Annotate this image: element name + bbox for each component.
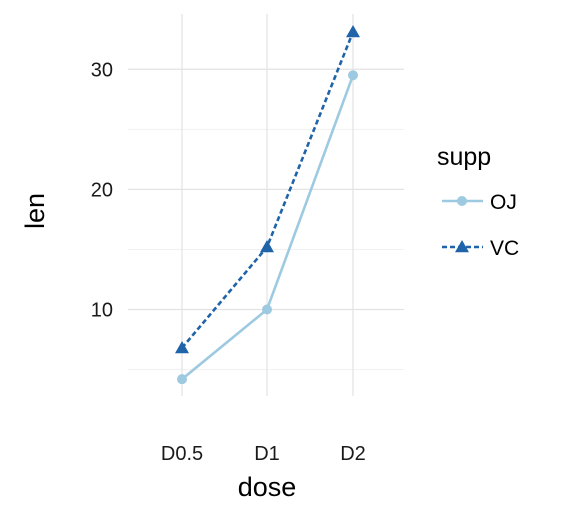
legend: supp OJ VC	[437, 143, 519, 260]
data-point-vc	[175, 340, 189, 354]
data-point-vc	[260, 240, 274, 253]
x-tick-label: D1	[254, 443, 280, 465]
series-markers	[175, 25, 360, 385]
y-tick-label: 30	[91, 59, 113, 81]
data-point-oj	[262, 304, 272, 315]
legend-label-oj: OJ	[490, 191, 517, 214]
legend-label-vc: VC	[490, 237, 519, 260]
data-point-vc	[346, 25, 360, 38]
y-axis-title: len	[20, 193, 50, 229]
x-tick-label: D2	[340, 443, 366, 465]
legend-marker-oj	[457, 196, 467, 206]
gridlines	[128, 14, 404, 396]
y-axis-tick-labels: 10 20 30	[91, 59, 113, 321]
y-tick-label: 20	[91, 179, 113, 201]
data-point-oj	[348, 70, 358, 81]
y-tick-label: 10	[91, 300, 113, 322]
data-point-oj	[177, 374, 187, 385]
x-axis-tick-labels: D0.5 D1 D2	[161, 443, 366, 465]
legend-title: supp	[437, 143, 491, 171]
x-axis-title: dose	[238, 472, 297, 502]
legend-marker-vc	[455, 240, 469, 253]
x-tick-label: D0.5	[161, 443, 203, 465]
